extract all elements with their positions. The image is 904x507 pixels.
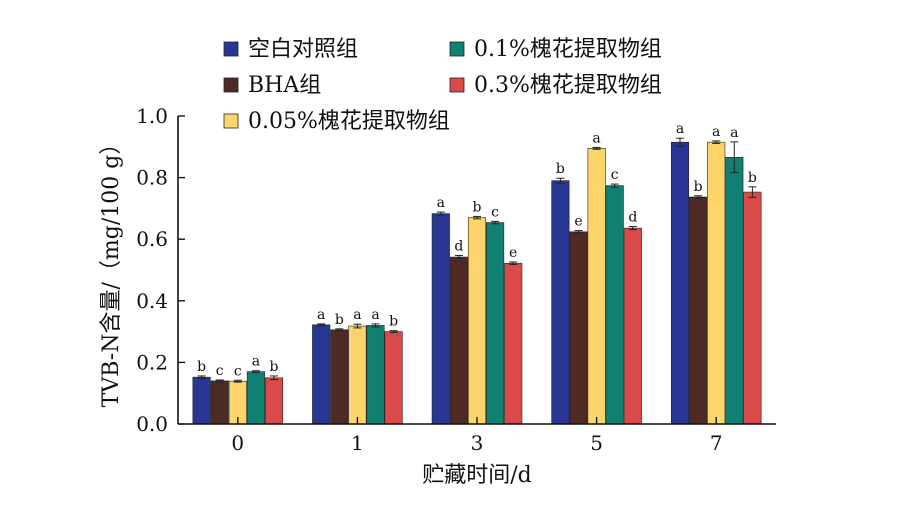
y-tick-label: 0.6	[136, 227, 168, 251]
significance-label: b	[335, 312, 344, 328]
significance-label: e	[509, 245, 517, 261]
bar	[246, 371, 265, 425]
bar	[725, 156, 744, 425]
y-tick-label: 0.0	[136, 412, 168, 436]
x-tick-label: 0	[231, 431, 244, 455]
significance-label: a	[371, 307, 379, 323]
significance-label: b	[197, 359, 206, 375]
bar	[330, 329, 349, 425]
significance-label: e	[574, 214, 582, 230]
legend-swatch	[449, 77, 465, 93]
significance-label: a	[712, 124, 720, 140]
bar	[210, 380, 229, 425]
legend-label: 0.1%槐花提取物组	[474, 37, 662, 62]
bar	[670, 141, 690, 425]
x-tick-label: 1	[351, 431, 364, 455]
axes: 0.0 0.2 0.4 0.6 0.8 1.0 0 1 3 5 7	[136, 104, 776, 455]
significance-label: a	[592, 130, 600, 146]
bar	[623, 227, 642, 425]
significance-label: b	[389, 314, 398, 330]
bar	[312, 324, 331, 425]
bar	[689, 196, 708, 425]
legend-swatch	[449, 41, 465, 57]
significance-label: a	[676, 121, 684, 137]
x-tick-label: 5	[590, 431, 603, 455]
legend-label: BHA组	[248, 73, 321, 98]
significance-label: b	[694, 179, 703, 195]
bar	[348, 325, 367, 425]
bar	[551, 180, 570, 425]
bar	[707, 141, 726, 425]
legend-label: 0.3%槐花提取物组	[474, 73, 662, 98]
bar	[449, 256, 468, 425]
bar	[366, 325, 385, 425]
significance-label: d	[454, 239, 463, 255]
significance-label: c	[234, 363, 242, 379]
x-tick-label: 7	[710, 431, 723, 455]
y-axis-title: TVB-N含量/（mg/100 g）	[99, 133, 124, 408]
error-bars-group	[197, 137, 757, 383]
bar	[486, 222, 505, 425]
significance-label: c	[216, 363, 224, 379]
bar	[431, 213, 450, 425]
significance-label: a	[730, 125, 738, 141]
significance-label: b	[748, 170, 757, 186]
bars-group	[192, 141, 762, 425]
bar	[504, 262, 523, 425]
y-tick-label: 0.8	[136, 166, 168, 190]
bar	[384, 331, 403, 425]
legend: 空白对照组 BHA组 0.05%槐花提取物组 0.1%槐花提取物组 0.3%槐花提取物组	[223, 37, 662, 134]
bar	[587, 148, 606, 425]
bar	[264, 377, 284, 425]
legend-swatch	[223, 77, 239, 93]
significance-label: c	[611, 167, 619, 183]
legend-label: 空白对照组	[248, 37, 358, 62]
significance-label: a	[252, 354, 260, 370]
legend-swatch	[223, 113, 239, 129]
x-axis-title: 贮藏时间/d	[422, 463, 532, 488]
bar	[605, 185, 624, 425]
bar	[569, 231, 588, 425]
significance-label: a	[353, 307, 361, 323]
significance-label: a	[317, 307, 325, 323]
legend-label: 0.05%槐花提取物组	[248, 109, 450, 134]
bar	[467, 217, 487, 425]
bar	[743, 191, 762, 425]
legend-swatch	[223, 41, 239, 57]
y-tick-label: 0.4	[136, 289, 168, 313]
significance-label: d	[628, 210, 637, 226]
significance-label: c	[491, 204, 499, 220]
significance-label: a	[437, 195, 445, 211]
significance-label: b	[270, 359, 279, 375]
significance-label: b	[556, 161, 565, 177]
y-tick-label: 1.0	[136, 104, 168, 128]
x-tick-label: 3	[471, 431, 484, 455]
significance-label: b	[473, 199, 482, 215]
bar	[192, 376, 211, 425]
y-tick-label: 0.2	[136, 350, 168, 374]
